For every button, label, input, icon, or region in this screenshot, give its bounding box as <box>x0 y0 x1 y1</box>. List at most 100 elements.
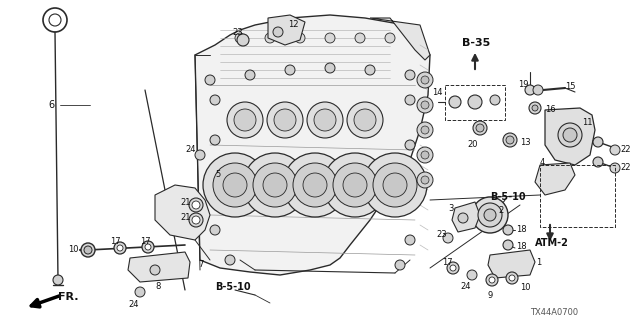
Circle shape <box>532 105 538 111</box>
Text: 23: 23 <box>436 230 447 239</box>
Text: 5: 5 <box>215 170 220 179</box>
Circle shape <box>449 96 461 108</box>
Circle shape <box>142 241 154 253</box>
Circle shape <box>307 102 343 138</box>
Circle shape <box>529 102 541 114</box>
Polygon shape <box>195 15 430 275</box>
Circle shape <box>533 85 543 95</box>
Circle shape <box>365 65 375 75</box>
Polygon shape <box>535 163 575 195</box>
Circle shape <box>314 109 336 131</box>
Circle shape <box>81 243 95 257</box>
Circle shape <box>114 242 126 254</box>
Polygon shape <box>155 185 210 240</box>
Text: ATM-2: ATM-2 <box>535 238 569 248</box>
Circle shape <box>265 33 275 43</box>
Circle shape <box>227 102 263 138</box>
Text: 24: 24 <box>185 145 195 154</box>
Circle shape <box>192 216 200 224</box>
Text: 10: 10 <box>520 283 531 292</box>
Text: 6: 6 <box>48 100 54 110</box>
Text: 10: 10 <box>68 245 79 254</box>
Text: 18: 18 <box>516 242 527 251</box>
Circle shape <box>355 33 365 43</box>
Circle shape <box>593 157 603 167</box>
Text: 11: 11 <box>582 118 593 127</box>
Text: 13: 13 <box>520 138 531 147</box>
Text: 22: 22 <box>620 145 630 154</box>
Circle shape <box>325 63 335 73</box>
Text: 21: 21 <box>180 213 191 222</box>
Circle shape <box>472 197 508 233</box>
Text: B-5-10: B-5-10 <box>215 282 251 292</box>
Circle shape <box>476 124 484 132</box>
Circle shape <box>210 135 220 145</box>
Text: 24: 24 <box>460 282 470 291</box>
Circle shape <box>234 109 256 131</box>
Text: 16: 16 <box>545 105 556 114</box>
Circle shape <box>323 153 387 217</box>
Text: FR.: FR. <box>58 292 79 302</box>
Text: B-35: B-35 <box>462 38 490 48</box>
Circle shape <box>417 72 433 88</box>
Circle shape <box>303 173 327 197</box>
Text: 9: 9 <box>488 291 493 300</box>
Circle shape <box>405 140 415 150</box>
Circle shape <box>195 150 205 160</box>
Circle shape <box>558 123 582 147</box>
Circle shape <box>363 153 427 217</box>
Circle shape <box>373 163 417 207</box>
Circle shape <box>417 122 433 138</box>
Text: 22: 22 <box>620 163 630 172</box>
Circle shape <box>506 136 514 144</box>
Circle shape <box>267 102 303 138</box>
Circle shape <box>489 277 495 283</box>
Circle shape <box>285 65 295 75</box>
Circle shape <box>145 244 151 250</box>
Circle shape <box>203 153 267 217</box>
Circle shape <box>610 163 620 173</box>
Circle shape <box>509 275 515 281</box>
Circle shape <box>467 270 477 280</box>
Circle shape <box>405 70 415 80</box>
Circle shape <box>293 163 337 207</box>
Circle shape <box>354 109 376 131</box>
Circle shape <box>503 225 513 235</box>
Circle shape <box>443 233 453 243</box>
Polygon shape <box>452 202 480 232</box>
Text: 12: 12 <box>288 20 298 29</box>
Circle shape <box>295 33 305 43</box>
Circle shape <box>417 147 433 163</box>
Text: 17: 17 <box>442 258 452 267</box>
Circle shape <box>189 213 203 227</box>
Polygon shape <box>488 250 535 278</box>
Text: 20: 20 <box>467 140 477 149</box>
Circle shape <box>325 33 335 43</box>
Circle shape <box>243 153 307 217</box>
Circle shape <box>478 203 502 227</box>
Circle shape <box>347 102 383 138</box>
Text: 24: 24 <box>128 300 138 309</box>
Text: 18: 18 <box>516 225 527 234</box>
Circle shape <box>473 121 487 135</box>
Circle shape <box>53 275 63 285</box>
Circle shape <box>245 70 255 80</box>
Circle shape <box>213 163 257 207</box>
Circle shape <box>458 213 468 223</box>
Circle shape <box>189 198 203 212</box>
Circle shape <box>343 173 367 197</box>
Circle shape <box>484 209 496 221</box>
Text: 17: 17 <box>140 237 150 246</box>
Circle shape <box>274 109 296 131</box>
Circle shape <box>225 255 235 265</box>
Circle shape <box>84 246 92 254</box>
Circle shape <box>395 260 405 270</box>
Circle shape <box>263 173 287 197</box>
Circle shape <box>383 173 407 197</box>
Polygon shape <box>545 108 595 165</box>
Circle shape <box>525 85 535 95</box>
Circle shape <box>210 95 220 105</box>
Bar <box>445 85 505 120</box>
Circle shape <box>486 274 498 286</box>
Circle shape <box>610 145 620 155</box>
